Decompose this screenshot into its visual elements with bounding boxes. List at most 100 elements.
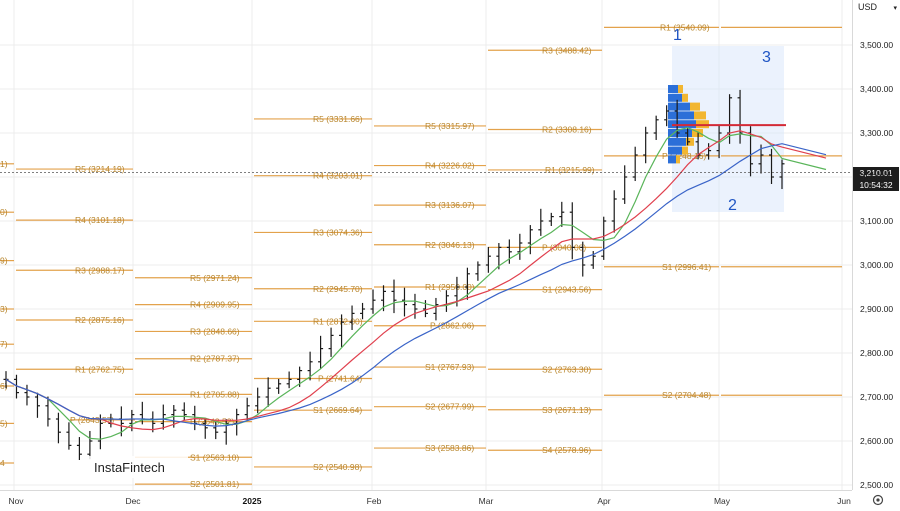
price-chart[interactable]: 1) R5 (3214.19) 0) R4 (3101.18) 9) R3 (2988.1… [0,0,852,490]
pivot-label: R3 (2848.66) [190,326,240,336]
moving-average-line [5,130,827,431]
pivot-label: S4 (2578.96) [542,445,591,455]
pivot-label: 0) [0,207,8,217]
time-tick-label: 2025 [243,496,262,506]
pivot-label: S1 (2669.64) [313,405,362,415]
time-tick-label: Feb [367,496,382,506]
pivot-label: S1 (2943.56) [542,285,591,295]
moving-average-line [5,127,827,440]
pivot-label: R5 (3214.19) [75,164,125,174]
settings-icon[interactable] [872,494,884,506]
time-axis-labels: Nov Dec 2025 Feb Mar Apr May Jun [8,496,851,506]
price-tick-label: 3,200.00 [860,172,893,182]
volume-profile-bar [668,146,682,155]
instafintech-logo: InstaFintech [94,460,165,475]
logo-background [88,456,188,478]
current-price-badge: 3,210.01 10:54:32 [853,167,899,191]
volume-profile-bar [682,93,688,102]
pivot-label: R4 (3226.02) [425,161,475,171]
pivot-label: P (2643.52) [190,417,234,427]
pivot-label: S3 (2671.13) [542,405,591,415]
pivot-label: R1 (2872.00) [313,316,363,326]
time-tick-label: Jun [837,496,851,506]
pivot-label: 7) [0,339,8,349]
pivot-label: P (3248.16) [662,151,706,161]
volume-profile-bar [668,129,692,137]
volume-profile-bar [668,111,694,120]
time-tick-label: Dec [125,496,141,506]
pivot-label: R5 (2971.24) [190,273,240,283]
price-tick-label: 2,500.00 [860,480,893,490]
volume-profile-bar [668,137,686,146]
volume-profile-bar [676,155,680,164]
pivot-label: 3) [0,304,8,314]
current-price: 3,210.01 [859,168,893,178]
pivot-label: R2 (3046.13) [425,240,475,250]
countdown: 10:54:32 [859,180,893,190]
pivot-label: 9) [0,256,8,266]
pivot-label: P (2741.64) [318,374,362,384]
time-tick-label: May [714,496,731,506]
pivot-label: R1 (2950.00) [425,282,475,292]
wave-label: 3 [762,49,771,66]
pivot-label: R2 (2875.16) [75,315,125,325]
pivot-label: S3 (2583.86) [425,443,474,453]
pivot-label: R3 (3136.07) [425,200,475,210]
price-tick-label: 3,400.00 [860,84,893,94]
price-tick-label: 2,900.00 [860,304,893,314]
pivot-label: R2 (2787.37) [190,354,240,364]
pivot-label: P (2862.06) [430,321,474,331]
pivot-label: R1 (2705.88) [190,389,240,399]
currency-label: USD [858,2,878,12]
volume-profile-bar [668,102,690,111]
price-tick-label: 2,600.00 [860,436,893,446]
pivot-label: R2 (3308.16) [542,124,592,134]
pivot-label: S2 (2704.48) [662,390,711,400]
pivot-label: R5 (3331.66) [313,114,363,124]
currency-select[interactable]: USD ▾ [858,2,897,12]
price-tick-label: 3,500.00 [860,40,893,50]
pivot-label: S1 (2767.93) [425,362,474,372]
pivot-label: R4 (2909.95) [190,300,240,310]
price-tick-label: 2,700.00 [860,392,893,402]
pivot-label: R3 (2988.17) [75,265,125,275]
volume-profile-bar [690,102,700,111]
volume-profile-bar [668,155,676,164]
pivot-label: R4 (3203.01) [313,171,363,181]
time-axis[interactable] [0,490,852,511]
volume-profile-bar [682,146,688,155]
pivot-label: P (2643.57) [70,415,114,425]
pivot-label: R1 (2762.75) [75,364,125,374]
pivot-label: 5) [0,418,8,428]
pivot-label: 6) [0,381,8,391]
pivot-label: S1 (2563.10) [190,452,239,462]
price-axis-labels: 3,500.00 3,400.00 3,300.00 3,200.00 3,100.00… [860,40,893,490]
volume-profile-bar [668,93,682,102]
pivot-label: S1 (2996.41) [662,262,711,272]
pivot-label: P (3040.00) [542,242,586,252]
time-tick-label: Mar [479,496,494,506]
price-tick-label: 3,100.00 [860,216,893,226]
price-tick-label: 3,000.00 [860,260,893,270]
pivot-label: R2 (2945.70) [313,284,363,294]
wave-label: 2 [728,197,737,214]
pivot-label: S2 (2501.81) [190,479,239,489]
pivot-label: R4 (3101.18) [75,215,125,225]
pivot-label: 4 [0,458,5,468]
pivot-label: 1) [0,159,8,169]
pivot-label: S2 (2540.98) [313,462,362,472]
volume-profile-bar [694,111,706,120]
pivot-label: R3 (3488.42) [542,45,592,55]
pivot-label: R1 (3540.09) [660,22,710,32]
wave-label: 1 [673,27,682,44]
price-axis[interactable] [852,0,900,490]
volume-profile-bar [692,129,703,137]
price-tick-label: 3,300.00 [860,128,893,138]
time-tick-label: Nov [8,496,24,506]
price-tick-label: 2,800.00 [860,348,893,358]
volume-profile-bar [668,85,678,93]
volume-profile-bar [678,85,683,93]
time-tick-label: Apr [597,496,610,506]
chevron-down-icon: ▾ [893,5,898,12]
